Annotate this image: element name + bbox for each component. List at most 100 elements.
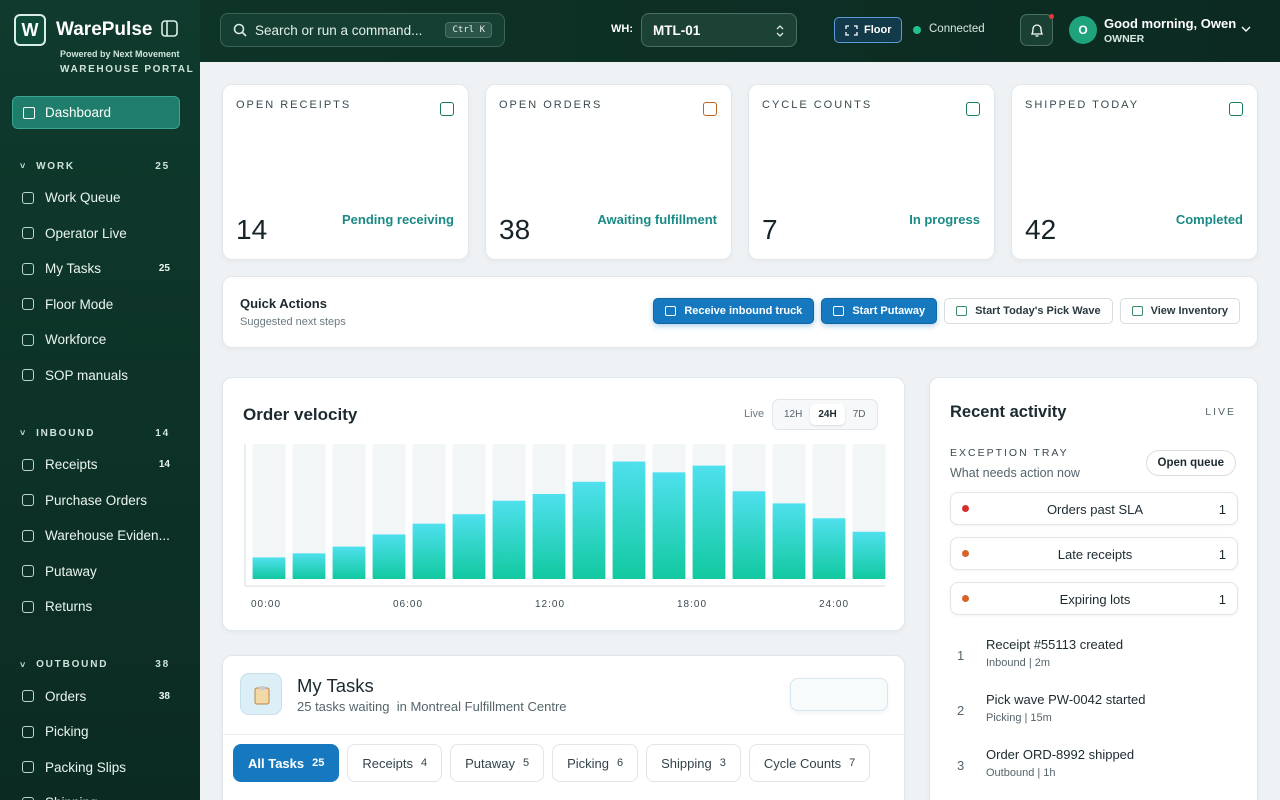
nav-icon xyxy=(22,494,34,507)
range-option[interactable]: 24H xyxy=(810,404,845,425)
nav-label: Packing Slips xyxy=(45,759,127,775)
nav-label: SOP manuals xyxy=(45,367,129,383)
role: OWNER xyxy=(1104,33,1145,45)
nav-item[interactable]: Putaway xyxy=(0,554,200,590)
recent-activity: Recent activity LIVE EXCEPTION TRAY What… xyxy=(929,377,1258,800)
nav-item[interactable]: Workforce xyxy=(0,322,200,358)
tasks-meta: 25 tasks waiting in Montreal Fulfillment… xyxy=(297,699,567,714)
stat-card: CYCLE COUNTS 7 In progress xyxy=(748,84,995,260)
stat-label: OPEN ORDERS xyxy=(499,99,603,111)
wh-select[interactable]: MTL-01 xyxy=(641,13,797,47)
action-button[interactable]: Receive inbound truck xyxy=(653,298,815,324)
tasks-icon xyxy=(240,673,282,715)
tasks-title: My Tasks xyxy=(297,675,374,696)
avatar[interactable]: O xyxy=(1069,16,1097,44)
nav-icon xyxy=(22,191,34,204)
nav-item[interactable]: Returns xyxy=(0,589,200,625)
range-option[interactable]: 12H xyxy=(784,409,803,420)
event-meta: Inbound | 2m xyxy=(986,657,1051,669)
action-button[interactable]: Start Putaway xyxy=(821,298,938,324)
nav-label: Warehouse Eviden... xyxy=(45,528,170,544)
bar xyxy=(332,546,366,579)
powered-by: Powered by Next Movement xyxy=(60,49,180,59)
x-label: 12:00 xyxy=(535,599,565,610)
stat-label: OPEN RECEIPTS xyxy=(236,99,352,111)
nav-item[interactable]: Packing Slips xyxy=(0,750,200,786)
tasks-action[interactable] xyxy=(790,678,888,711)
nav-item[interactable]: Receipts 14 xyxy=(0,447,200,483)
exception-dot xyxy=(962,550,969,557)
tab-label: Putaway xyxy=(465,755,515,771)
task-tab[interactable]: Putaway 5 xyxy=(450,744,545,782)
exception-row[interactable]: Expiring lots 1 xyxy=(950,582,1238,615)
search-box[interactable]: Search or run a command... Ctrl K xyxy=(220,13,505,47)
tab-label: Cycle Counts xyxy=(763,755,842,771)
floor-button[interactable]: Floor xyxy=(834,17,902,43)
nav-label: Putaway xyxy=(45,563,97,579)
section-count: 25 xyxy=(155,160,170,172)
nav-item[interactable]: Floor Mode xyxy=(0,287,200,323)
exception-row[interactable]: Late receipts 1 xyxy=(950,537,1238,570)
event-number: 1 xyxy=(957,648,965,663)
brand: WarePulse xyxy=(56,19,153,40)
notifications[interactable] xyxy=(1020,14,1054,46)
nav-icon xyxy=(23,106,35,119)
nav-label: Receipts xyxy=(45,457,98,473)
section-title: WORK xyxy=(36,160,75,172)
task-tab[interactable]: All Tasks 25 xyxy=(233,744,340,782)
nav-item[interactable]: Shipping xyxy=(0,785,200,800)
tasks-location: in Montreal Fulfillment Centre xyxy=(396,699,567,714)
task-tab[interactable]: Cycle Counts 7 xyxy=(748,744,871,782)
task-tab[interactable]: Shipping 3 xyxy=(646,744,741,782)
nav-item[interactable]: Picking xyxy=(0,714,200,750)
order-velocity-card: Order velocity Live 12H 24H 7D 00:00 06:00 1… xyxy=(222,377,905,631)
range-option[interactable]: 7D xyxy=(852,409,866,420)
collapse-icon[interactable] xyxy=(161,20,178,37)
stat-note: In progress xyxy=(909,212,980,227)
action-button[interactable]: View Inventory xyxy=(1119,298,1240,324)
event-title: Pick wave PW-0042 started xyxy=(986,692,1146,707)
floor-label: Floor xyxy=(864,24,892,36)
bar xyxy=(252,557,286,579)
nav-icon xyxy=(22,333,34,346)
action-icon xyxy=(833,306,845,316)
tab-count: 4 xyxy=(420,757,428,769)
event-title: Order ORD-8992 shipped xyxy=(986,747,1135,762)
nav-icon xyxy=(22,565,34,578)
wh-label: WH: xyxy=(611,23,633,35)
nav-icon xyxy=(22,690,34,703)
sidebar: W WarePulse Powered by Next Movement WAR… xyxy=(0,0,200,800)
nav-item[interactable]: Orders 38 xyxy=(0,679,200,715)
bar xyxy=(572,481,606,579)
tab-count: 3 xyxy=(719,757,726,769)
open-queue-button[interactable]: Open queue xyxy=(1145,450,1236,476)
exception-label: Late receipts xyxy=(1057,547,1133,562)
task-tab[interactable]: Receipts 4 xyxy=(347,744,443,782)
nav-item[interactable]: Purchase Orders xyxy=(0,483,200,519)
x-label: 24:00 xyxy=(819,599,849,610)
x-label: 00:00 xyxy=(251,599,281,610)
nav-section: ˅ OUTBOUND 38 xyxy=(0,651,200,679)
bell-icon xyxy=(1030,24,1044,37)
nav-item[interactable]: Warehouse Eviden... xyxy=(0,518,200,554)
exception-count: 1 xyxy=(1218,547,1226,562)
stat-label: SHIPPED TODAY xyxy=(1025,99,1140,111)
shortcut: Ctrl K xyxy=(445,22,492,38)
wh-value: MTL-01 xyxy=(653,22,701,38)
nav-dashboard[interactable]: Dashboard xyxy=(12,96,180,129)
action-label: Start Putaway xyxy=(852,305,926,317)
nav-item[interactable]: SOP manuals xyxy=(0,358,200,394)
nav-item[interactable]: My Tasks 25 xyxy=(0,251,200,287)
exception-row[interactable]: Orders past SLA 1 xyxy=(950,492,1238,525)
nav-icon xyxy=(22,796,34,800)
nav-item[interactable]: Work Queue xyxy=(0,180,200,216)
task-tab[interactable]: Picking 6 xyxy=(552,744,639,782)
tab-count: 6 xyxy=(617,757,624,769)
stat-card: OPEN RECEIPTS 14 Pending receiving xyxy=(222,84,469,260)
tab-label: Picking xyxy=(567,755,609,771)
divider xyxy=(223,734,906,735)
user-menu-caret[interactable] xyxy=(1241,26,1251,33)
search-placeholder: Search or run a command... xyxy=(255,22,423,38)
nav-item[interactable]: Operator Live xyxy=(0,216,200,252)
action-button[interactable]: Start Today's Pick Wave xyxy=(944,298,1113,324)
